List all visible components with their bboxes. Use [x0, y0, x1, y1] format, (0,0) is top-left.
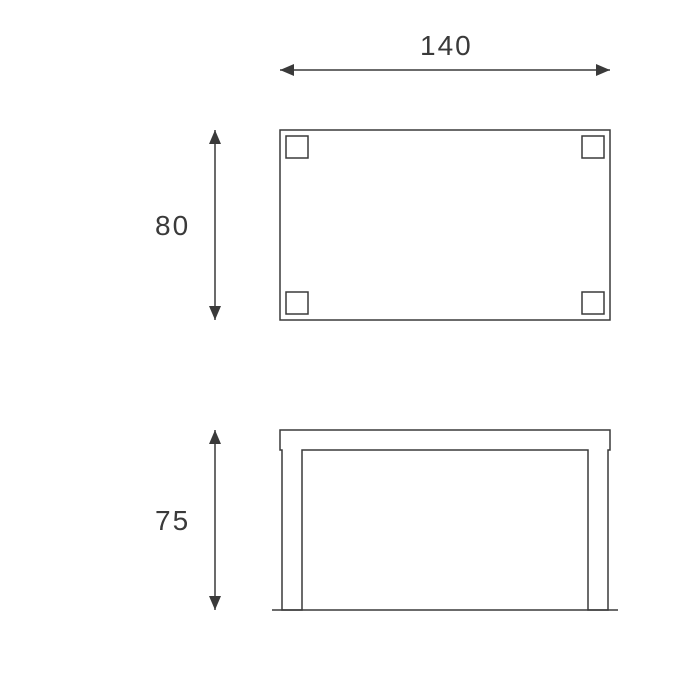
- dimension-depth: 80: [155, 130, 221, 320]
- top-view: [280, 130, 610, 320]
- side-view: [0, 0, 618, 610]
- top-view-leg-br: [582, 292, 604, 314]
- dimension-width: 140: [280, 30, 610, 76]
- dimension-depth-label: 80: [155, 210, 190, 241]
- dimension-width-arrow-left: [280, 64, 294, 76]
- dimension-width-label: 140: [420, 30, 473, 61]
- top-view-outline: [280, 130, 610, 320]
- dimension-width-arrow-right: [596, 64, 610, 76]
- dimension-height-arrow-top: [209, 430, 221, 444]
- dimension-height: 75: [155, 430, 221, 610]
- dimension-height-arrow-bottom: [209, 596, 221, 610]
- side-view-outline: [280, 430, 610, 610]
- top-view-leg-bl: [286, 292, 308, 314]
- dimension-height-label: 75: [155, 505, 190, 536]
- dimension-depth-arrow-top: [209, 130, 221, 144]
- top-view-leg-tl: [286, 136, 308, 158]
- top-view-leg-tr: [582, 136, 604, 158]
- technical-drawing: 140 80 75: [0, 0, 700, 700]
- dimension-depth-arrow-bottom: [209, 306, 221, 320]
